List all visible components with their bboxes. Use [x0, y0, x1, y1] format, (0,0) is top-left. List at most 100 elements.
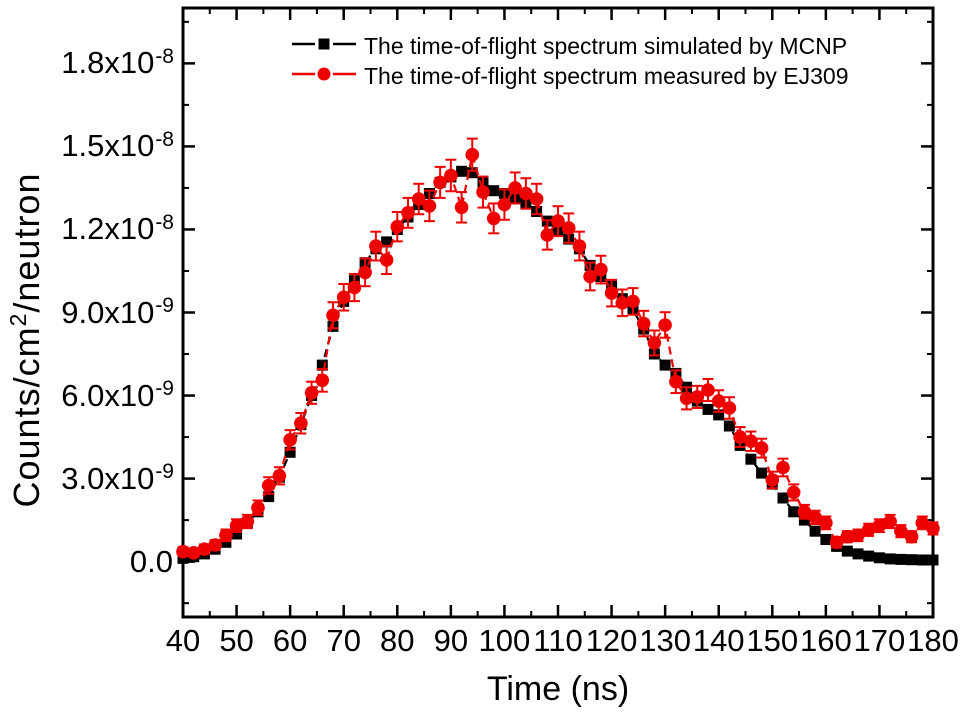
ej309-data-point	[754, 441, 769, 455]
ej309-data-point	[369, 239, 383, 253]
ej309-data-point	[219, 528, 233, 543]
ej309-data-point	[208, 538, 222, 552]
y-tick-label: 1.8x10-8	[0, 45, 174, 84]
ej309-data-point	[401, 206, 415, 220]
ej309-data-point	[786, 485, 801, 500]
mcnp-line-square-marker-icon	[291, 35, 357, 58]
ej309-data-point	[744, 434, 758, 449]
legend-label-ej309: The time-of-flight spectrum measured by …	[364, 62, 849, 89]
ej309-data-point	[636, 316, 651, 331]
ej309-data-point	[283, 433, 297, 447]
ej309-data-point	[711, 394, 726, 408]
x-tick-label: 70	[326, 623, 361, 658]
ej309-data-point	[797, 505, 812, 519]
mcnp-data-point	[659, 359, 671, 371]
ej309-data-point	[304, 386, 319, 400]
y-tick-mantissa: 9.0x10	[61, 294, 155, 330]
ej309-data-point	[926, 521, 940, 536]
ej309-data-point	[829, 535, 844, 550]
x-tick-label: 180	[907, 623, 959, 658]
ej309-data-point	[615, 296, 630, 310]
legend-label-mcnp: The time-of-flight spectrum simulated by…	[364, 32, 848, 59]
y-tick-label: 6.0x10-9	[0, 377, 174, 417]
x-tick-label: 40	[165, 623, 201, 658]
y-axis-title: Counts/cm2/neutron	[5, 140, 49, 540]
ej309-data-point	[894, 524, 908, 538]
ej309-data-point	[583, 269, 597, 284]
x-tick-label: 150	[746, 623, 799, 658]
mcnp-data-point	[723, 420, 735, 432]
y-tick-mantissa: 6.0x10	[61, 377, 155, 413]
y-tick-mantissa: 0.0	[129, 543, 173, 579]
mcnp-data-point	[809, 525, 821, 537]
x-tick-label: 80	[380, 623, 415, 658]
ej309-data-point	[508, 181, 522, 195]
ej309-data-point	[626, 294, 640, 309]
mcnp-data-point	[316, 359, 328, 371]
y-tick-label: 3.0x10-9	[0, 460, 174, 500]
mcnp-data-point	[263, 491, 275, 503]
ej309-data-point	[486, 211, 501, 226]
mcnp-data-point	[916, 554, 928, 566]
y-tick-mantissa: 3.0x10	[61, 460, 155, 496]
ej309-data-point	[722, 401, 737, 415]
mcnp-data-point	[231, 528, 243, 540]
ej309-data-point	[465, 147, 480, 162]
ej309-data-point	[444, 168, 458, 183]
ej309-data-point	[861, 523, 876, 537]
ej309-data-point	[808, 510, 822, 525]
ej309-data-point	[851, 528, 865, 543]
mcnp-data-point	[756, 467, 768, 479]
ej309-data-point	[647, 336, 662, 350]
mcnp-data-point	[456, 165, 468, 177]
data-layer	[176, 137, 940, 566]
ej309-data-point	[251, 500, 265, 515]
ej309-data-point	[422, 199, 437, 213]
ej309-data-point	[883, 514, 897, 529]
mcnp-data-point	[820, 534, 832, 545]
ej309-data-point	[840, 529, 855, 544]
ej309-data-point	[379, 253, 394, 267]
mcnp-data-point	[927, 554, 939, 566]
x-tick-label: 50	[219, 623, 254, 658]
ej309-data-point	[529, 192, 544, 206]
x-tick-label: 140	[692, 623, 745, 658]
mcnp-data-point	[488, 185, 500, 197]
legend-item-mcnp: The time-of-flight spectrum simulated by…	[291, 31, 848, 61]
mcnp-data-point	[841, 545, 853, 557]
x-axis-title: Time (ns)	[486, 670, 630, 708]
ej309-data-point	[561, 221, 576, 235]
x-tick-label: 170	[853, 623, 906, 658]
x-tick-label: 60	[272, 623, 308, 658]
mcnp-data-point	[220, 536, 232, 548]
y-tick-mantissa: 1.5x10	[61, 128, 155, 164]
ej309-data-point	[186, 546, 201, 560]
ej309-data-point	[594, 262, 608, 277]
ej309-data-point	[240, 514, 255, 529]
y-tick-label: 1.5x10-8	[0, 128, 174, 167]
legend: The time-of-flight spectrum simulated by…	[291, 31, 848, 91]
mcnp-data-point	[702, 403, 714, 415]
ej309-data-point	[904, 529, 919, 544]
x-tick-label: 120	[585, 623, 638, 658]
ej309-data-point	[551, 214, 565, 228]
mcnp-data-point	[466, 167, 478, 179]
y-axis-title-post: /neutron	[6, 172, 47, 313]
ej309-data-point	[229, 518, 244, 533]
x-tick-label: 160	[799, 623, 852, 658]
y-axis-title-sup: 2	[5, 312, 31, 327]
mcnp-data-point	[713, 409, 725, 421]
ej309-data-point	[701, 383, 715, 397]
x-tick-label: 110	[533, 623, 583, 658]
ej309-data-point	[433, 175, 447, 190]
ej309-data-point	[915, 516, 930, 530]
ej309-data-point	[497, 197, 512, 212]
ej309-data-point	[669, 374, 683, 389]
ej309-markers	[176, 147, 940, 560]
ej309-error-bars	[177, 137, 939, 558]
ej309-data-point	[658, 318, 672, 332]
mcnp-data-point	[873, 552, 885, 564]
y-axis-title-pre: Counts/cm	[6, 326, 47, 508]
y-tick-label: 1.2x10-8	[0, 211, 174, 250]
